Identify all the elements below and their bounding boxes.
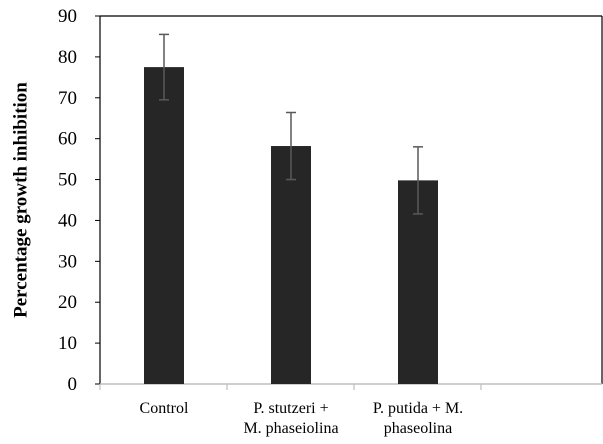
x-category-label: P. putida + M. — [373, 400, 463, 417]
bar — [144, 67, 184, 384]
error-bars — [159, 33, 423, 215]
x-category-label: phaseolina — [384, 420, 452, 437]
y-tick-label: 50 — [58, 170, 77, 191]
y-axis-ticks: 0 10 20 30 40 50 60 70 80 90 — [58, 6, 100, 395]
y-tick-label: 90 — [58, 6, 77, 27]
y-axis-title: Percentage growth inhibition — [10, 82, 31, 318]
y-tick-label: 60 — [58, 129, 77, 150]
x-category-label: M. phaseiolina — [243, 420, 338, 437]
x-category-label: Control — [140, 400, 189, 417]
x-axis-ticks — [99, 384, 482, 390]
y-tick-label: 0 — [68, 374, 78, 395]
bars — [144, 67, 438, 384]
y-tick-label: 80 — [58, 47, 77, 68]
x-category-label: P. stutzeri + — [253, 400, 328, 417]
y-tick-label: 70 — [58, 88, 77, 109]
y-tick-label: 20 — [58, 292, 77, 313]
y-tick-label: 30 — [58, 251, 77, 272]
y-tick-label: 40 — [58, 210, 77, 231]
bar — [271, 146, 311, 384]
y-tick-label: 10 — [58, 333, 77, 354]
category-labels: Control P. stutzeri + M. phaseiolina P. put… — [140, 400, 464, 437]
